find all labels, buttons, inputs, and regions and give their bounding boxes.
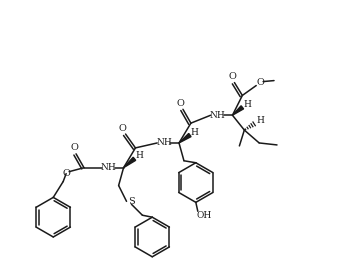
Polygon shape bbox=[232, 106, 243, 115]
Text: H: H bbox=[256, 116, 264, 125]
Polygon shape bbox=[179, 133, 191, 143]
Text: O: O bbox=[118, 124, 126, 132]
Text: H: H bbox=[135, 151, 143, 160]
Text: NH: NH bbox=[210, 111, 226, 120]
Polygon shape bbox=[124, 157, 136, 168]
Text: O: O bbox=[176, 99, 184, 108]
Text: H: H bbox=[191, 128, 199, 137]
Text: O: O bbox=[228, 72, 236, 81]
Text: S: S bbox=[128, 197, 135, 206]
Text: NH: NH bbox=[101, 163, 117, 172]
Text: H: H bbox=[243, 100, 251, 109]
Text: O: O bbox=[70, 144, 78, 152]
Text: O: O bbox=[256, 78, 264, 87]
Text: NH: NH bbox=[156, 139, 172, 147]
Text: OH: OH bbox=[196, 211, 211, 220]
Text: O: O bbox=[62, 169, 70, 178]
